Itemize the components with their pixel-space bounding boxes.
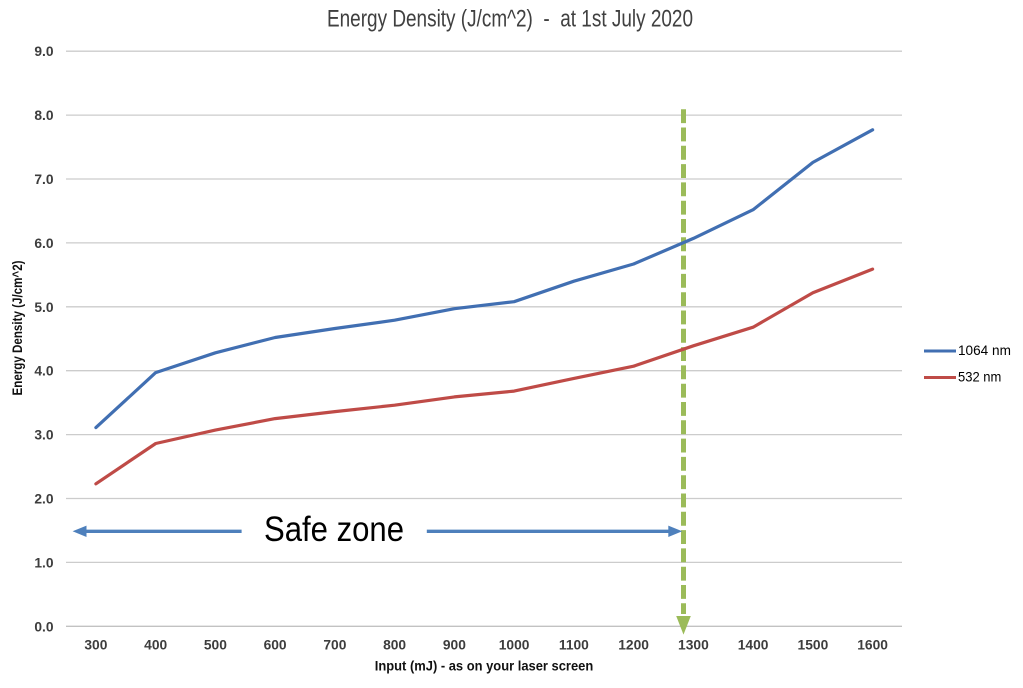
- svg-text:1200: 1200: [618, 638, 649, 653]
- svg-text:Energy Density (J/cm^2): Energy Density (J/cm^2): [10, 261, 25, 396]
- svg-text:Input (mJ) - as on your laser: Input (mJ) - as on your laser screen: [375, 659, 594, 674]
- svg-text:1064 nm: 1064 nm: [958, 342, 1011, 358]
- svg-text:600: 600: [264, 638, 287, 653]
- svg-text:900: 900: [443, 638, 466, 653]
- svg-text:1300: 1300: [678, 638, 709, 653]
- svg-text:400: 400: [144, 638, 167, 653]
- svg-text:532 nm: 532 nm: [958, 368, 1001, 384]
- svg-text:1.0: 1.0: [34, 555, 54, 570]
- svg-text:5.0: 5.0: [34, 300, 54, 315]
- svg-text:700: 700: [323, 638, 346, 653]
- svg-text:Energy Density (J/cm^2) - at: Energy Density (J/cm^2) - at 1st July 20…: [327, 6, 693, 33]
- svg-text:4.0: 4.0: [34, 364, 54, 379]
- svg-text:7.0: 7.0: [34, 172, 54, 187]
- svg-text:1000: 1000: [499, 638, 530, 653]
- svg-text:6.0: 6.0: [34, 236, 54, 251]
- svg-text:1100: 1100: [559, 638, 589, 653]
- svg-text:1600: 1600: [857, 638, 888, 653]
- svg-text:800: 800: [383, 638, 406, 653]
- svg-text:500: 500: [204, 638, 227, 653]
- svg-text:2.0: 2.0: [34, 492, 54, 507]
- svg-text:1400: 1400: [738, 638, 769, 653]
- svg-text:3.0: 3.0: [34, 428, 54, 443]
- svg-text:8.0: 8.0: [34, 108, 54, 123]
- svg-text:1500: 1500: [798, 638, 829, 653]
- svg-text:0.0: 0.0: [34, 619, 54, 634]
- svg-text:Safe zone: Safe zone: [264, 510, 404, 549]
- svg-text:9.0: 9.0: [34, 44, 54, 59]
- svg-text:300: 300: [84, 638, 107, 653]
